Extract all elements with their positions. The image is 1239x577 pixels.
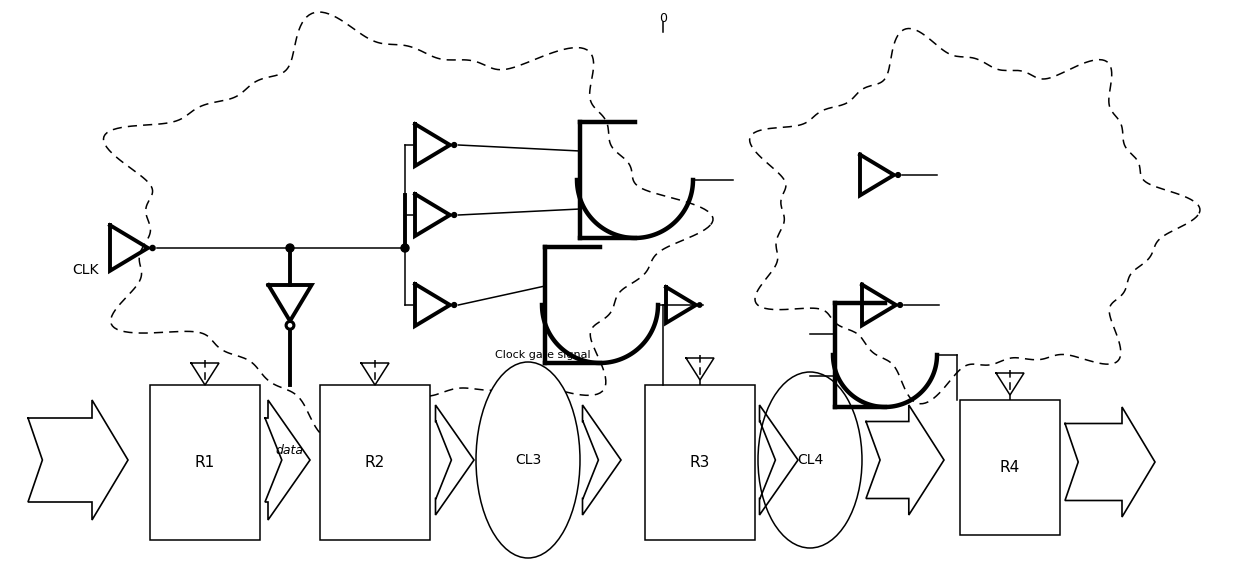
Circle shape <box>897 174 900 177</box>
Text: data: data <box>275 444 304 456</box>
Circle shape <box>286 244 294 252</box>
Ellipse shape <box>476 362 580 558</box>
Text: Clock gate signal: Clock gate signal <box>496 350 591 360</box>
Circle shape <box>898 304 902 306</box>
Circle shape <box>452 144 456 147</box>
Bar <box>960 400 1061 535</box>
Circle shape <box>452 304 456 306</box>
Circle shape <box>699 304 701 306</box>
Ellipse shape <box>758 372 862 548</box>
Circle shape <box>151 246 155 250</box>
Bar <box>150 385 260 540</box>
Bar <box>646 385 755 540</box>
Text: R4: R4 <box>1000 460 1020 475</box>
Circle shape <box>452 213 456 216</box>
Text: CL4: CL4 <box>797 453 823 467</box>
Circle shape <box>401 244 409 252</box>
Text: R3: R3 <box>690 455 710 470</box>
Text: R2: R2 <box>364 455 385 470</box>
Text: R1: R1 <box>195 455 216 470</box>
Text: CL3: CL3 <box>515 453 541 467</box>
Circle shape <box>286 321 294 329</box>
Text: 0: 0 <box>659 12 667 24</box>
Text: CLK: CLK <box>72 263 98 277</box>
Bar <box>320 385 430 540</box>
